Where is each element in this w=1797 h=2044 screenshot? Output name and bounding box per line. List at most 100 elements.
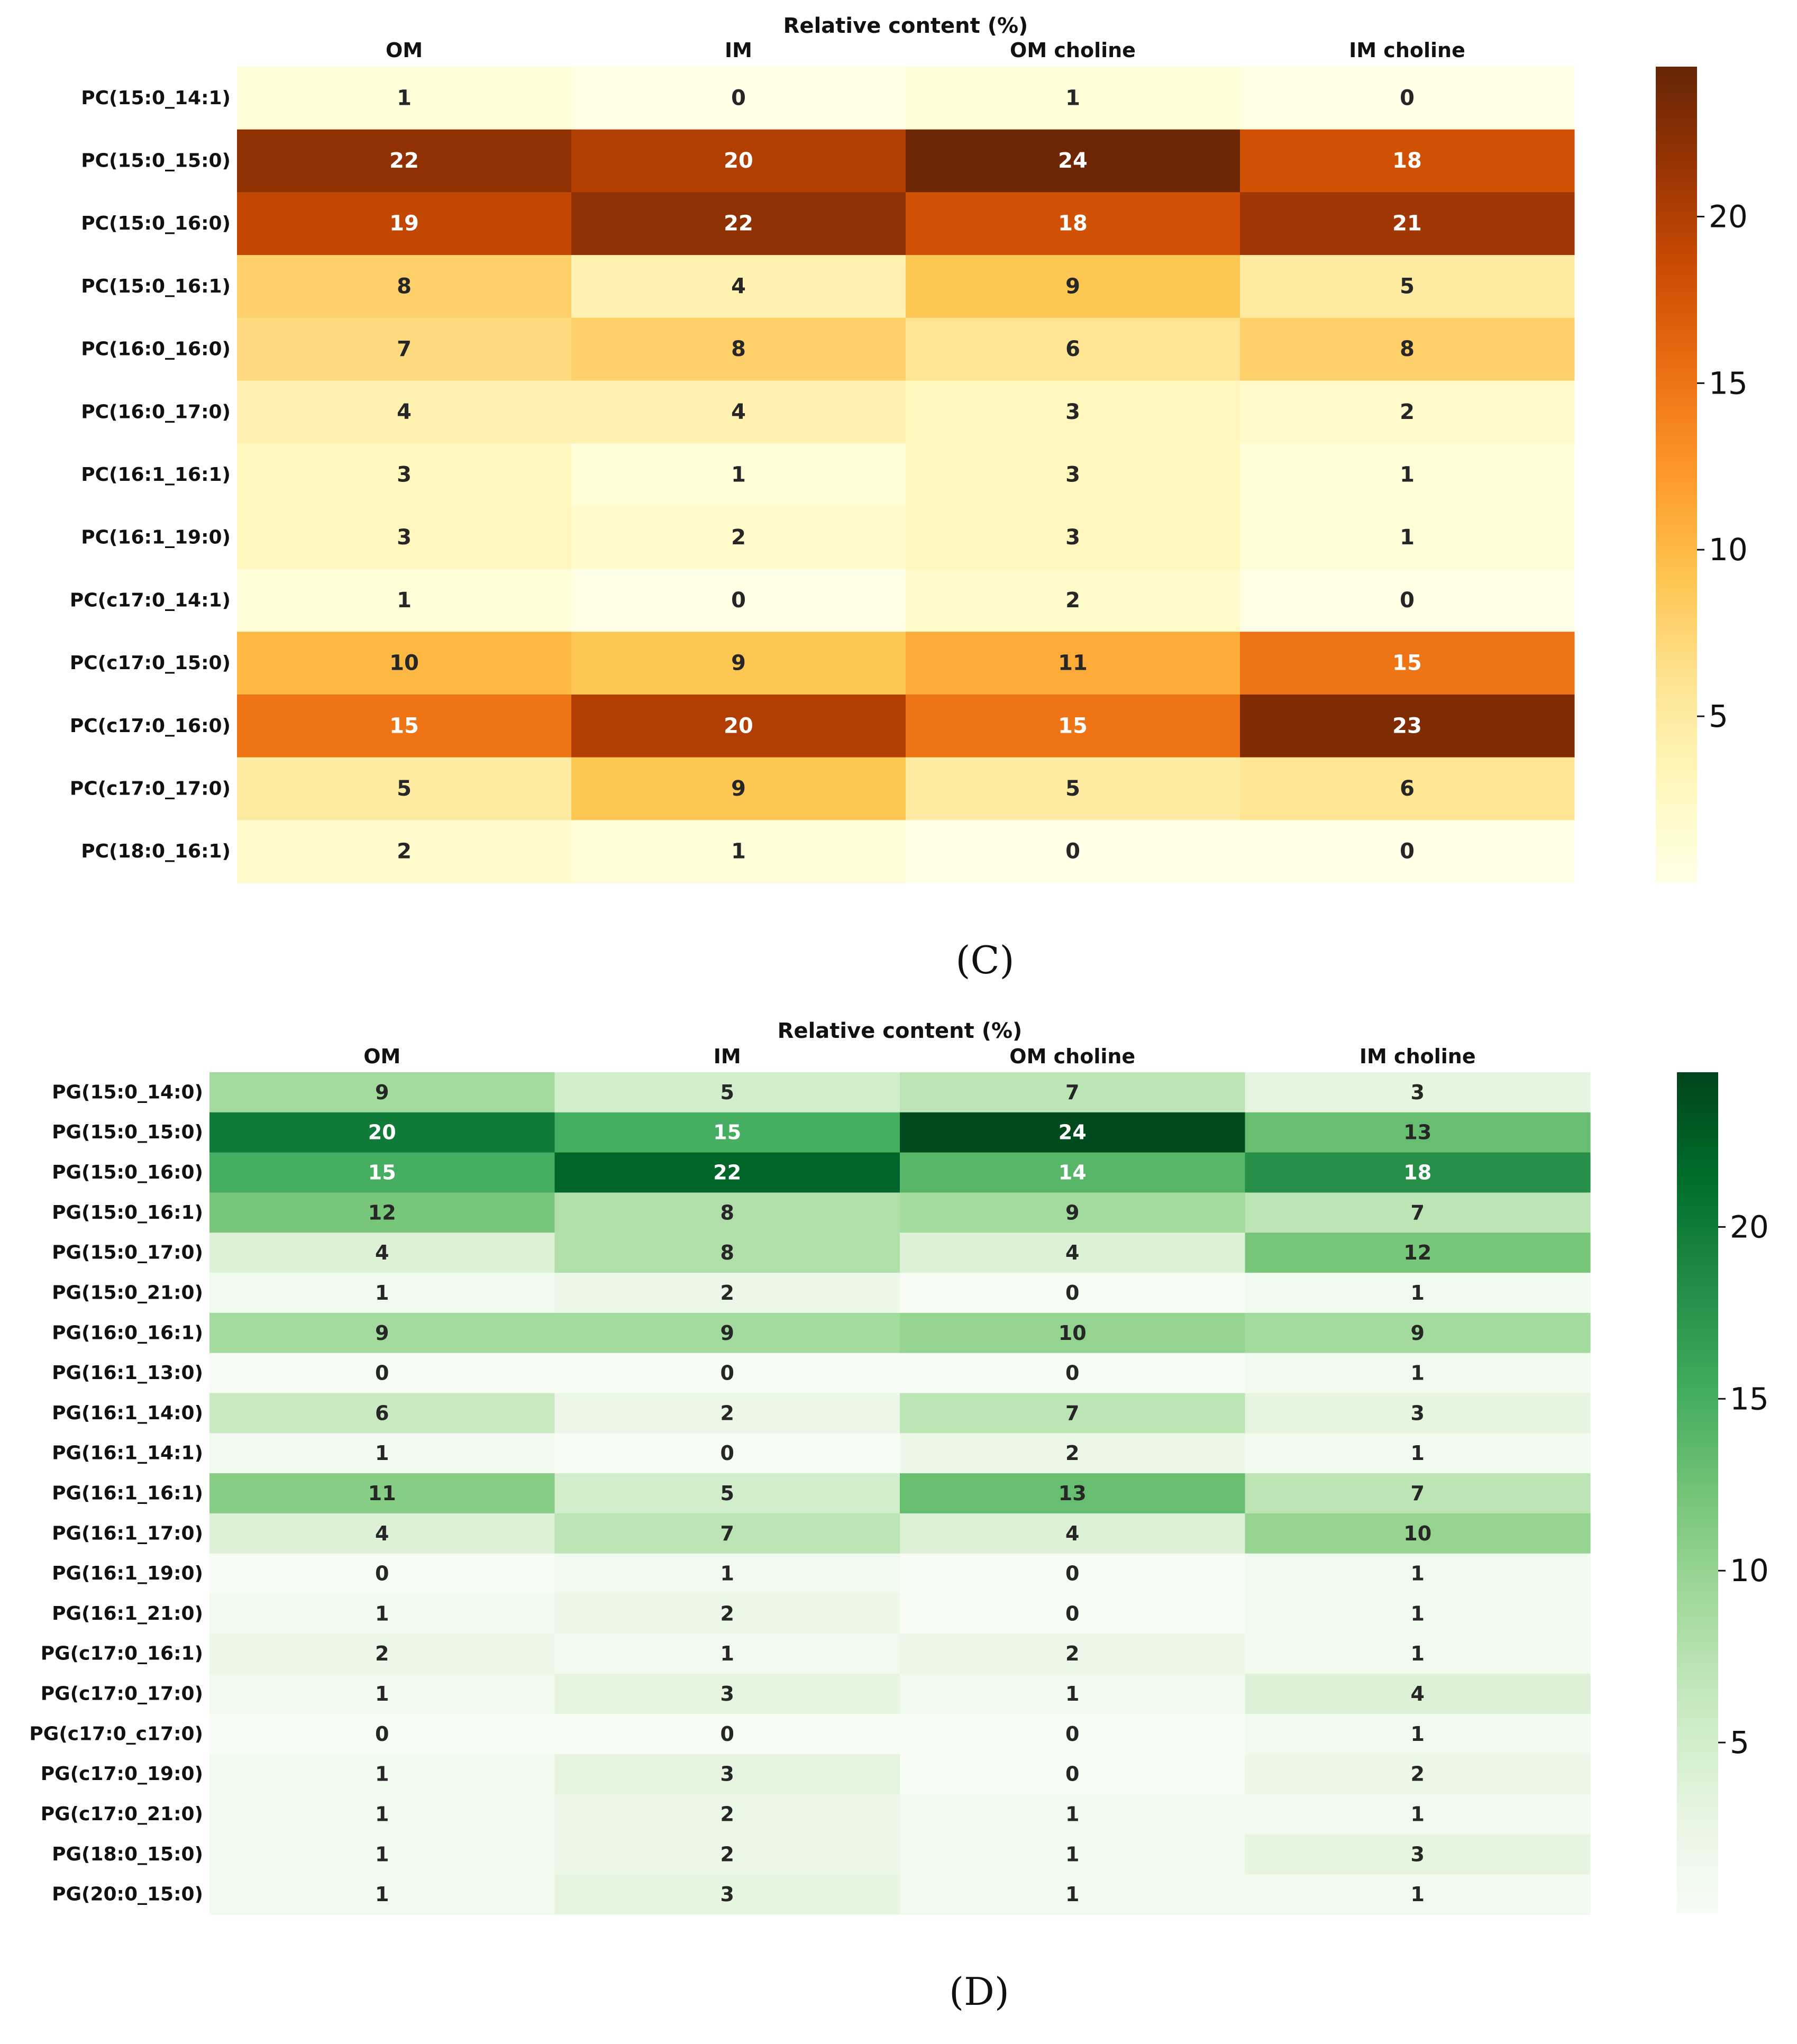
cell-value-label: 3	[720, 1763, 734, 1786]
cell-value-label: 1	[397, 588, 412, 613]
cell-value-label: 1	[1065, 1802, 1079, 1826]
heatmap-cell	[1240, 632, 1575, 695]
heatmap-cell	[554, 1312, 900, 1354]
cell-value-label: 2	[375, 1642, 389, 1665]
cell-value-label: 22	[724, 212, 753, 236]
heatmap-cell	[1240, 317, 1575, 381]
heatmap-cell	[1245, 1634, 1591, 1674]
cell-value-label: 11	[1058, 651, 1088, 676]
heatmap-cell	[571, 129, 906, 193]
heatmap-cell	[900, 1152, 1246, 1193]
row-label: PG(15:0_14:0)	[52, 1081, 203, 1103]
cell-value-label: 11	[368, 1482, 396, 1505]
heatmap-cell	[900, 1674, 1246, 1714]
heatmap-d: Relative content (%) OM IM OM choline IM cho…	[29, 1019, 1768, 2014]
heatmap-cell	[237, 255, 572, 318]
heatmap-cell	[1240, 380, 1575, 444]
cell-value-label: 9	[720, 1321, 734, 1345]
cell-value-label: 7	[720, 1522, 734, 1545]
cell-value-label: 4	[1065, 1522, 1079, 1545]
heatmap-cell	[900, 1393, 1246, 1434]
cell-value-label: 1	[375, 1682, 389, 1705]
heatmap-cell	[209, 1192, 555, 1233]
cell-value-label: 22	[713, 1161, 741, 1184]
row-label: PC(c17:0_14:1)	[70, 589, 231, 611]
heatmap-cell	[554, 1674, 900, 1714]
cell-value-label: 2	[720, 1842, 734, 1866]
row-label: PG(15:0_16:1)	[52, 1202, 203, 1224]
cell-value-label: 10	[1059, 1321, 1087, 1345]
cell-value-label: 15	[1392, 651, 1422, 676]
heatmap-cell	[1245, 1674, 1591, 1714]
cell-value-label: 0	[375, 1362, 389, 1385]
heatmap-cell	[554, 1473, 900, 1514]
cell-value-label: 4	[1411, 1682, 1425, 1705]
row-label: PG(16:1_16:1)	[52, 1483, 203, 1504]
colorbar-tick-label: 20	[1730, 1209, 1769, 1245]
row-label: PG(16:1_21:0)	[52, 1603, 203, 1625]
panel-label: (C)	[955, 938, 1014, 982]
row-label: PC(16:1_19:0)	[81, 527, 231, 549]
heatmap-cell	[900, 1794, 1246, 1835]
cell-value-label: 0	[1065, 1562, 1079, 1585]
cell-value-label: 7	[1411, 1201, 1425, 1224]
cell-value-label: 3	[1411, 1401, 1425, 1425]
heatmap-title: Relative content (%)	[783, 14, 1028, 38]
heatmap-cell	[237, 820, 572, 883]
cell-value-label: 15	[389, 714, 419, 738]
heatmap-cell	[1240, 569, 1575, 632]
cell-value-label: 1	[731, 840, 746, 864]
heatmap-cell	[900, 1473, 1246, 1514]
row-label: PC(15:0_16:1)	[81, 276, 231, 297]
colorbar-tick-label: 10	[1709, 532, 1748, 568]
heatmap-cell	[209, 1874, 555, 1915]
heatmap-cell	[1245, 1754, 1591, 1795]
heatmap-cell	[554, 1273, 900, 1313]
heatmap-cell	[1245, 1713, 1591, 1755]
heatmap-cell	[237, 632, 572, 695]
cell-value-label: 0	[1065, 1763, 1079, 1786]
cell-value-label: 9	[731, 777, 746, 801]
heatmap-cell	[1245, 1072, 1591, 1113]
cell-value-label: 20	[368, 1121, 396, 1144]
heatmap-cell	[1240, 757, 1575, 820]
heatmap-cell	[554, 1393, 900, 1434]
cell-value-label: 7	[1411, 1482, 1425, 1505]
heatmap-cell	[571, 820, 906, 883]
heatmap-cell	[906, 506, 1240, 570]
cell-value-label: 3	[1411, 1842, 1425, 1866]
heatmap-cell	[554, 1874, 900, 1915]
row-label: PG(15:0_17:0)	[52, 1242, 203, 1264]
row-label: PC(15:0_15:0)	[81, 150, 231, 172]
heatmap-cell	[1245, 1874, 1591, 1915]
cell-value-label: 1	[1411, 1362, 1425, 1385]
cell-value-label: 0	[1065, 1281, 1079, 1304]
heatmap-cell	[209, 1273, 555, 1313]
heatmap-cell	[906, 380, 1240, 444]
cell-value-label: 20	[724, 714, 753, 738]
cell-value-label: 4	[375, 1522, 389, 1545]
heatmap-cell	[554, 1754, 900, 1795]
heatmap-cell	[1245, 1433, 1591, 1474]
cell-value-label: 18	[1058, 212, 1088, 236]
cell-value-label: 8	[720, 1201, 734, 1224]
heatmap-cell	[906, 255, 1240, 318]
cell-value-label: 5	[1065, 777, 1080, 801]
cell-value-label: 1	[1400, 463, 1415, 487]
heatmap-cell	[209, 1393, 555, 1434]
cell-value-label: 2	[720, 1802, 734, 1826]
cell-value-label: 1	[1411, 1642, 1425, 1665]
cell-value-label: 8	[1400, 337, 1415, 361]
cell-value-label: 0	[1065, 1362, 1079, 1385]
heatmap-cell	[571, 757, 906, 820]
cell-value-label: 2	[720, 1401, 734, 1425]
row-label: PG(16:1_19:0)	[52, 1563, 203, 1584]
row-label: PG(15:0_16:0)	[52, 1162, 203, 1183]
heatmap-cell	[554, 1433, 900, 1474]
row-label: PG(c17:0_c17:0)	[29, 1723, 203, 1745]
colorbar-tick-label: 15	[1730, 1381, 1769, 1417]
cell-value-label: 24	[1059, 1121, 1087, 1144]
cell-value-label: 1	[375, 1842, 389, 1866]
cell-value-label: 9	[375, 1081, 389, 1104]
